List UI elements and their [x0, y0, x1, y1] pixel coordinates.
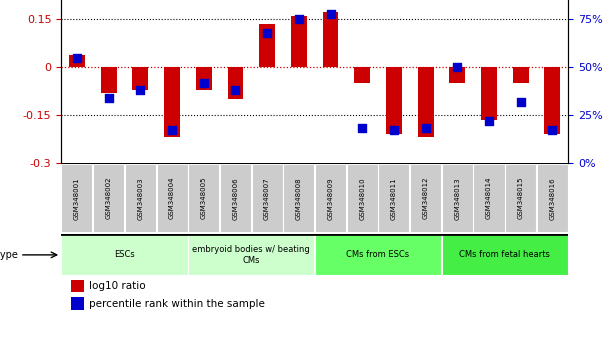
- Bar: [291, 16, 307, 67]
- Bar: [71, 297, 84, 310]
- Text: CMs from ESCs: CMs from ESCs: [346, 250, 409, 259]
- Point: [294, 17, 304, 22]
- Bar: [196, 67, 211, 90]
- Text: CMs from fetal hearts: CMs from fetal hearts: [459, 250, 551, 259]
- Bar: [156, 164, 188, 232]
- Point: [72, 55, 82, 61]
- Text: GSM348007: GSM348007: [264, 177, 270, 219]
- Bar: [386, 67, 402, 134]
- Bar: [442, 164, 473, 232]
- Text: GSM348005: GSM348005: [201, 177, 207, 219]
- Point: [452, 64, 462, 70]
- Text: GSM348013: GSM348013: [455, 177, 460, 219]
- Bar: [284, 164, 314, 232]
- Point: [104, 95, 114, 101]
- Bar: [259, 24, 275, 67]
- Bar: [418, 67, 434, 137]
- Bar: [62, 234, 188, 275]
- Text: GSM348008: GSM348008: [296, 177, 302, 219]
- Text: percentile rank within the sample: percentile rank within the sample: [89, 299, 265, 309]
- Bar: [442, 234, 568, 275]
- Point: [230, 87, 240, 93]
- Bar: [410, 164, 441, 232]
- Bar: [505, 164, 536, 232]
- Bar: [133, 67, 148, 90]
- Bar: [537, 164, 568, 232]
- Bar: [220, 164, 251, 232]
- Bar: [544, 67, 560, 134]
- Text: GSM348003: GSM348003: [137, 177, 144, 219]
- Text: GSM348006: GSM348006: [232, 177, 238, 219]
- Bar: [125, 164, 156, 232]
- Point: [136, 87, 145, 93]
- Bar: [252, 164, 283, 232]
- Text: GSM348004: GSM348004: [169, 177, 175, 219]
- Bar: [69, 55, 85, 67]
- Text: cell type: cell type: [0, 250, 18, 260]
- Point: [421, 126, 431, 131]
- Bar: [71, 280, 84, 292]
- Bar: [164, 67, 180, 137]
- Bar: [378, 164, 409, 232]
- Bar: [315, 164, 346, 232]
- Bar: [481, 67, 497, 120]
- Text: GSM348012: GSM348012: [423, 177, 428, 219]
- Text: GSM348001: GSM348001: [74, 177, 80, 219]
- Bar: [354, 67, 370, 83]
- Point: [199, 80, 208, 85]
- Bar: [227, 67, 243, 99]
- Point: [262, 30, 272, 36]
- Text: GSM348014: GSM348014: [486, 177, 492, 219]
- Bar: [188, 164, 219, 232]
- Point: [357, 126, 367, 131]
- Bar: [101, 67, 117, 93]
- Text: embryoid bodies w/ beating
CMs: embryoid bodies w/ beating CMs: [192, 245, 310, 264]
- Text: GSM348011: GSM348011: [391, 177, 397, 219]
- Point: [547, 127, 557, 133]
- Bar: [188, 234, 314, 275]
- Bar: [323, 11, 338, 67]
- Text: ESCs: ESCs: [114, 250, 135, 259]
- Point: [516, 99, 525, 104]
- Bar: [315, 234, 441, 275]
- Text: GSM348009: GSM348009: [327, 177, 334, 219]
- Text: GSM348002: GSM348002: [106, 177, 112, 219]
- Point: [484, 118, 494, 124]
- Point: [389, 127, 399, 133]
- Point: [167, 127, 177, 133]
- Text: log10 ratio: log10 ratio: [89, 281, 145, 291]
- Point: [326, 11, 335, 17]
- Bar: [346, 164, 378, 232]
- Bar: [449, 67, 465, 83]
- Bar: [474, 164, 505, 232]
- Text: GSM348015: GSM348015: [518, 177, 524, 219]
- Bar: [93, 164, 124, 232]
- Text: GSM348010: GSM348010: [359, 177, 365, 219]
- Bar: [513, 67, 529, 83]
- Text: GSM348016: GSM348016: [549, 177, 555, 219]
- Bar: [62, 164, 92, 232]
